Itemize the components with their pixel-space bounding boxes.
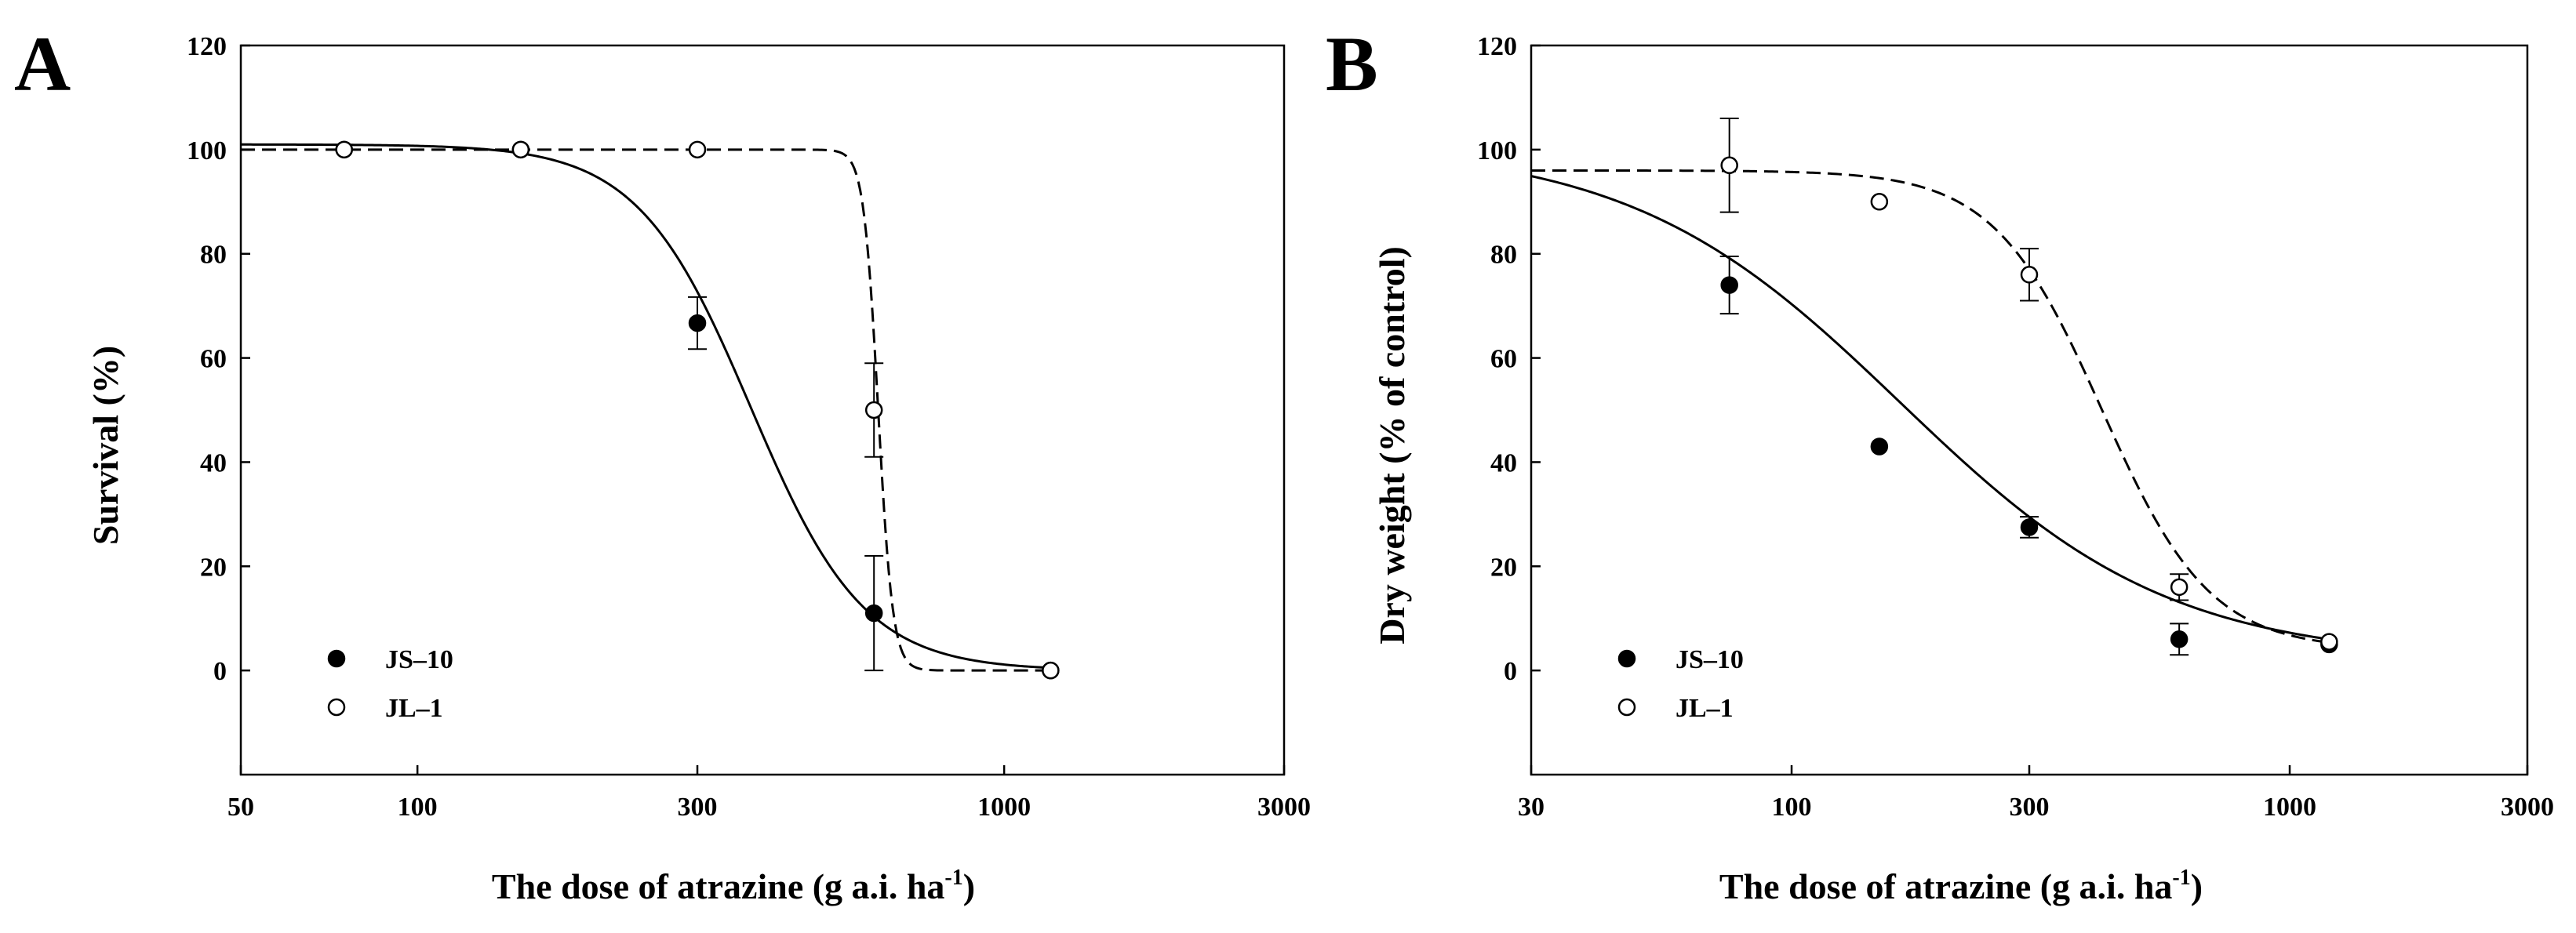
panel-b-xtick-label: 3000: [2501, 793, 2554, 822]
panel-a-xlabel-main: The dose of atrazine (g a.i. ha: [492, 866, 945, 906]
panel-b: B Dry weight (% of control) The dose of …: [1326, 20, 2554, 906]
panel-b-ytick-label: 100: [1477, 136, 1517, 165]
panel-b-fit-curve-js10: [1530, 175, 2330, 641]
panel-a: A Survival (%) The dose of atrazine (g a…: [14, 20, 1311, 906]
panel-b-xtick-label: 100: [1772, 793, 1812, 822]
panel-b-point-jl1: [2170, 578, 2189, 597]
panel-a-point-jl1: [1042, 661, 1060, 680]
panel-a-letter: A: [14, 20, 71, 107]
panel-b-ytick-label: 120: [1477, 32, 1517, 61]
panel-b-plot: 0 20 40 60 80 100 120 30 100 300 1000 3000 JS–10 JL–1: [1477, 32, 2554, 822]
panel-a-xtick-label: 300: [678, 793, 718, 822]
panel-a-fit-curve-js10: [241, 143, 1051, 670]
panel-b-point-jl1: [2320, 633, 2338, 651]
panel-a-ytick-label: 60: [200, 345, 227, 374]
panel-b-xtick-label: 1000: [2263, 793, 2316, 822]
panel-a-legend-label-jl1: JL–1: [385, 694, 443, 723]
panel-b-xtick-label: 30: [1518, 793, 1545, 822]
panel-a-ytick-label: 0: [213, 657, 227, 686]
panel-a-point-jl1: [511, 140, 530, 159]
panel-a-ylabel: Survival (%): [86, 346, 126, 545]
panel-b-ytick-label: 80: [1490, 241, 1517, 270]
panel-a-ytick-label: 20: [200, 553, 227, 582]
panel-a-plot-frame: [239, 44, 1286, 776]
panel-a-legend-label-js10: JS–10: [385, 645, 453, 674]
panel-a-fit-curve-jl1: [241, 148, 1051, 672]
panel-b-ytick-label: 60: [1490, 345, 1517, 374]
panel-b-ytick-label: 40: [1490, 448, 1517, 477]
panel-a-xtick-label: 100: [398, 793, 438, 822]
panel-a-xtick-label: 50: [227, 793, 254, 822]
panel-b-xtick-label: 300: [2010, 793, 2050, 822]
panel-b-fit-curve-jl1: [1530, 169, 2330, 644]
panel-b-legend-label-js10: JS–10: [1675, 645, 1744, 674]
panel-b-legend-marker-js10: [1617, 649, 1636, 668]
panel-a-xlabel: The dose of atrazine (g a.i. ha-1): [492, 866, 975, 906]
panel-b-point-jl1: [1870, 193, 1889, 211]
panel-b-ytick-label: 20: [1490, 553, 1517, 582]
panel-b-point-jl1: [2020, 266, 2039, 284]
panel-b-legend-label-jl1: JL–1: [1675, 694, 1734, 723]
panel-a-xlabel-end: ): [963, 866, 975, 906]
panel-a-xtick-label: 1000: [977, 793, 1031, 822]
panel-b-xlabel-end: ): [2191, 866, 2203, 906]
panel-b-ylabel: Dry weight (% of control): [1372, 246, 1412, 644]
panel-a-ytick-label: 40: [200, 448, 227, 477]
panel-a-point-js10: [688, 314, 707, 332]
panel-b-legend-marker-jl1: [1617, 698, 1636, 717]
panel-a-point-jl1: [335, 140, 353, 159]
panel-b-point-js10: [1870, 437, 1889, 456]
panel-b-xlabel-sup: -1: [2172, 866, 2190, 890]
panel-a-point-jl1: [864, 401, 883, 419]
panel-a-ytick-label: 80: [200, 241, 227, 270]
panel-a-legend-marker-jl1: [327, 698, 346, 717]
panel-b-point-jl1: [1720, 156, 1738, 175]
panel-b-letter: B: [1326, 20, 1378, 107]
panel-b-xlabel-main: The dose of atrazine (g a.i. ha: [1719, 866, 2173, 906]
panel-a-ytick-label: 100: [187, 136, 227, 165]
panel-a-xlabel-sup: -1: [944, 866, 962, 890]
panel-b-xlabel: The dose of atrazine (g a.i. ha-1): [1719, 866, 2203, 906]
panel-a-legend-marker-js10: [327, 649, 346, 668]
panel-a-xtick-label: 3000: [1257, 793, 1311, 822]
panel-a-point-jl1: [688, 140, 707, 159]
panel-a-plot: 0 20 40 60 80 100 120 50 100 300 1000 3000 JS–10 JL–1: [187, 32, 1311, 822]
panel-b-point-js10: [2170, 630, 2189, 648]
panel-b-point-js10: [1720, 276, 1738, 294]
panel-b-ytick-label: 0: [1504, 657, 1517, 686]
panel-a-point-js10: [864, 604, 883, 623]
panel-a-ytick-label: 120: [187, 32, 227, 61]
panel-b-point-js10: [2020, 518, 2039, 536]
